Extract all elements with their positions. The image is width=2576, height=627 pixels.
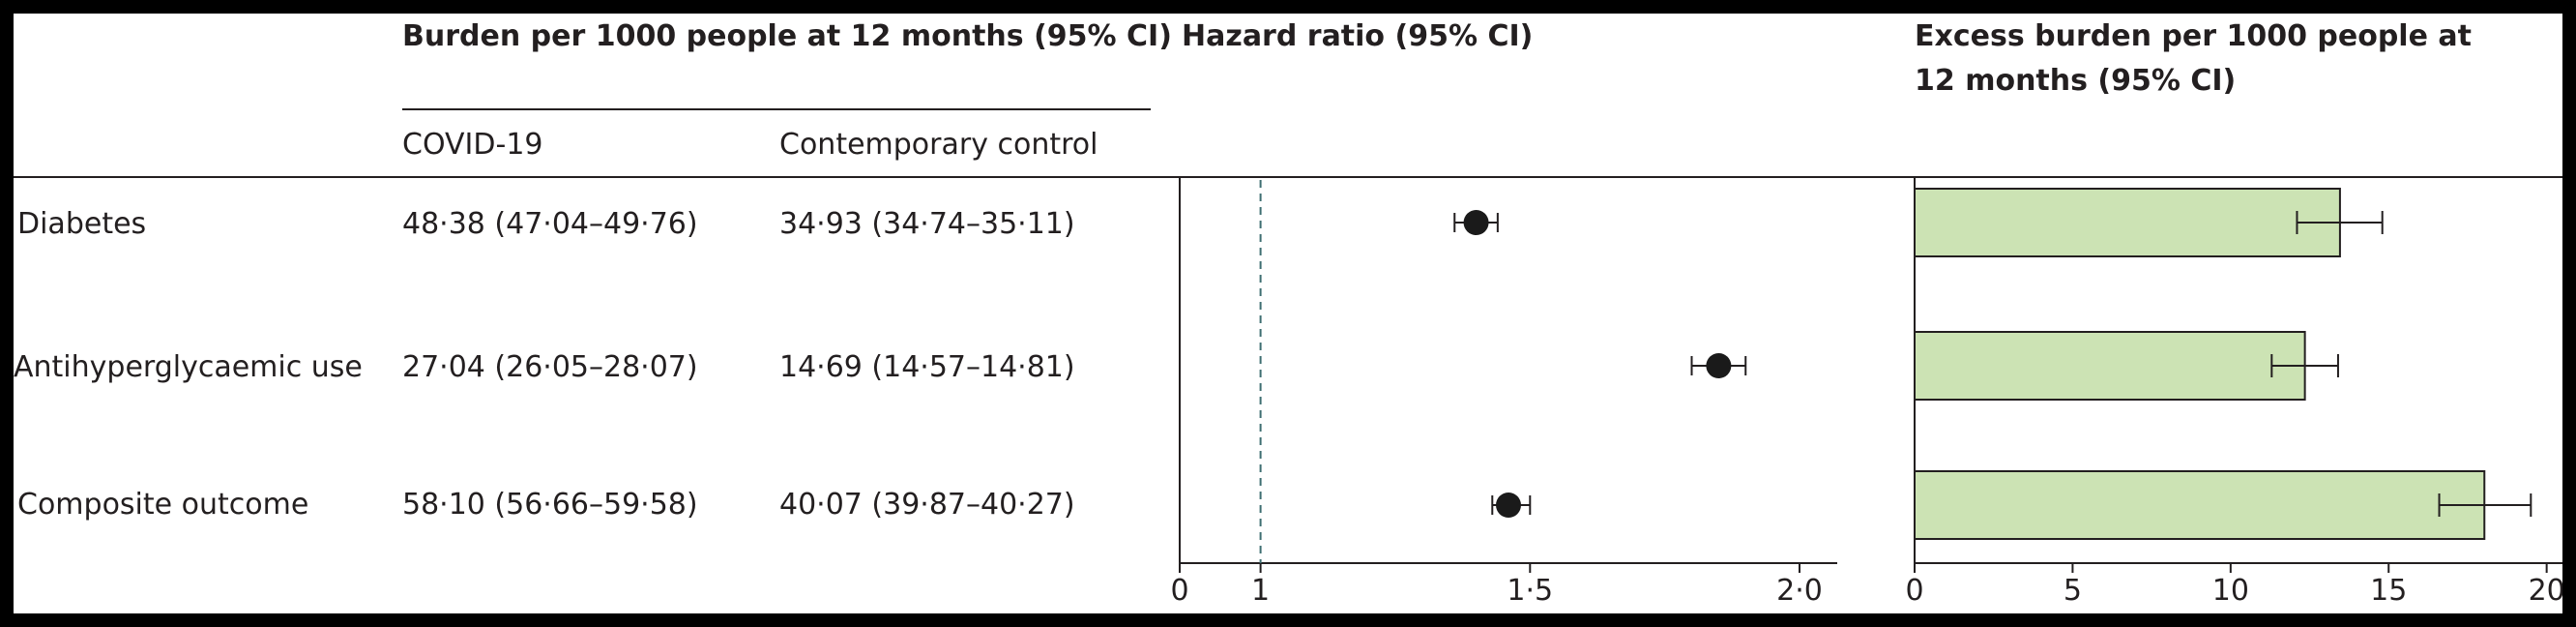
excess-bar xyxy=(1914,188,2341,257)
control-value-antihyperglycaemic: 14·69 (14·57–14·81) xyxy=(779,350,1075,384)
excess-bar xyxy=(1914,331,2306,401)
excess-bar xyxy=(1914,470,2486,540)
bar-tick-label: 5 xyxy=(2064,574,2082,608)
burden-header: Burden per 1000 people at 12 months (95%… xyxy=(402,19,1172,53)
table-top-rule xyxy=(14,176,2562,178)
charts-canvas: 0 1 1·5 2·0 0 5 10 15 20 xyxy=(1170,178,2562,608)
covid-value-antihyperglycaemic: 27·04 (26·05–28·07) xyxy=(402,350,698,384)
hazard-ratio-chart: 0 1 1·5 2·0 xyxy=(1170,178,1837,608)
burden-header-rule xyxy=(402,108,1151,110)
hr-tick-label: 0 xyxy=(1170,574,1188,608)
excess-burden-chart: 0 5 10 15 20 xyxy=(1905,178,2562,608)
covid-column-header: COVID-19 xyxy=(402,128,543,162)
bar-tick-label: 20 xyxy=(2529,574,2562,608)
figure-panel: Burden per 1000 people at 12 months (95%… xyxy=(14,14,2562,613)
bar-tick-label: 0 xyxy=(1905,574,1923,608)
row-label-antihyperglycaemic: Antihyperglycaemic use xyxy=(14,350,363,384)
hr-point xyxy=(1706,353,1732,378)
control-value-diabetes: 34·93 (34·74–35·11) xyxy=(779,207,1075,241)
hr-tick-label: 1·5 xyxy=(1507,574,1553,608)
hr-point xyxy=(1496,493,1521,518)
hazard-ratio-header: Hazard ratio (95% CI) xyxy=(1182,19,1534,53)
hr-tick-label: 1 xyxy=(1251,574,1270,608)
control-column-header: Contemporary control xyxy=(779,128,1098,162)
excess-burden-header-line2: 12 months (95% CI) xyxy=(1915,64,2237,98)
row-label-diabetes: Diabetes xyxy=(17,207,147,241)
covid-value-diabetes: 48·38 (47·04–49·76) xyxy=(402,207,698,241)
bar-tick-label: 10 xyxy=(2212,574,2249,608)
excess-burden-header-line1: Excess burden per 1000 people at xyxy=(1915,19,2472,53)
row-label-composite: Composite outcome xyxy=(17,488,309,522)
covid-value-composite: 58·10 (56·66–59·58) xyxy=(402,488,698,522)
hr-tick-label: 2·0 xyxy=(1776,574,1823,608)
control-value-composite: 40·07 (39·87–40·27) xyxy=(779,488,1075,522)
hr-point xyxy=(1463,210,1489,235)
bar-tick-label: 15 xyxy=(2370,574,2407,608)
